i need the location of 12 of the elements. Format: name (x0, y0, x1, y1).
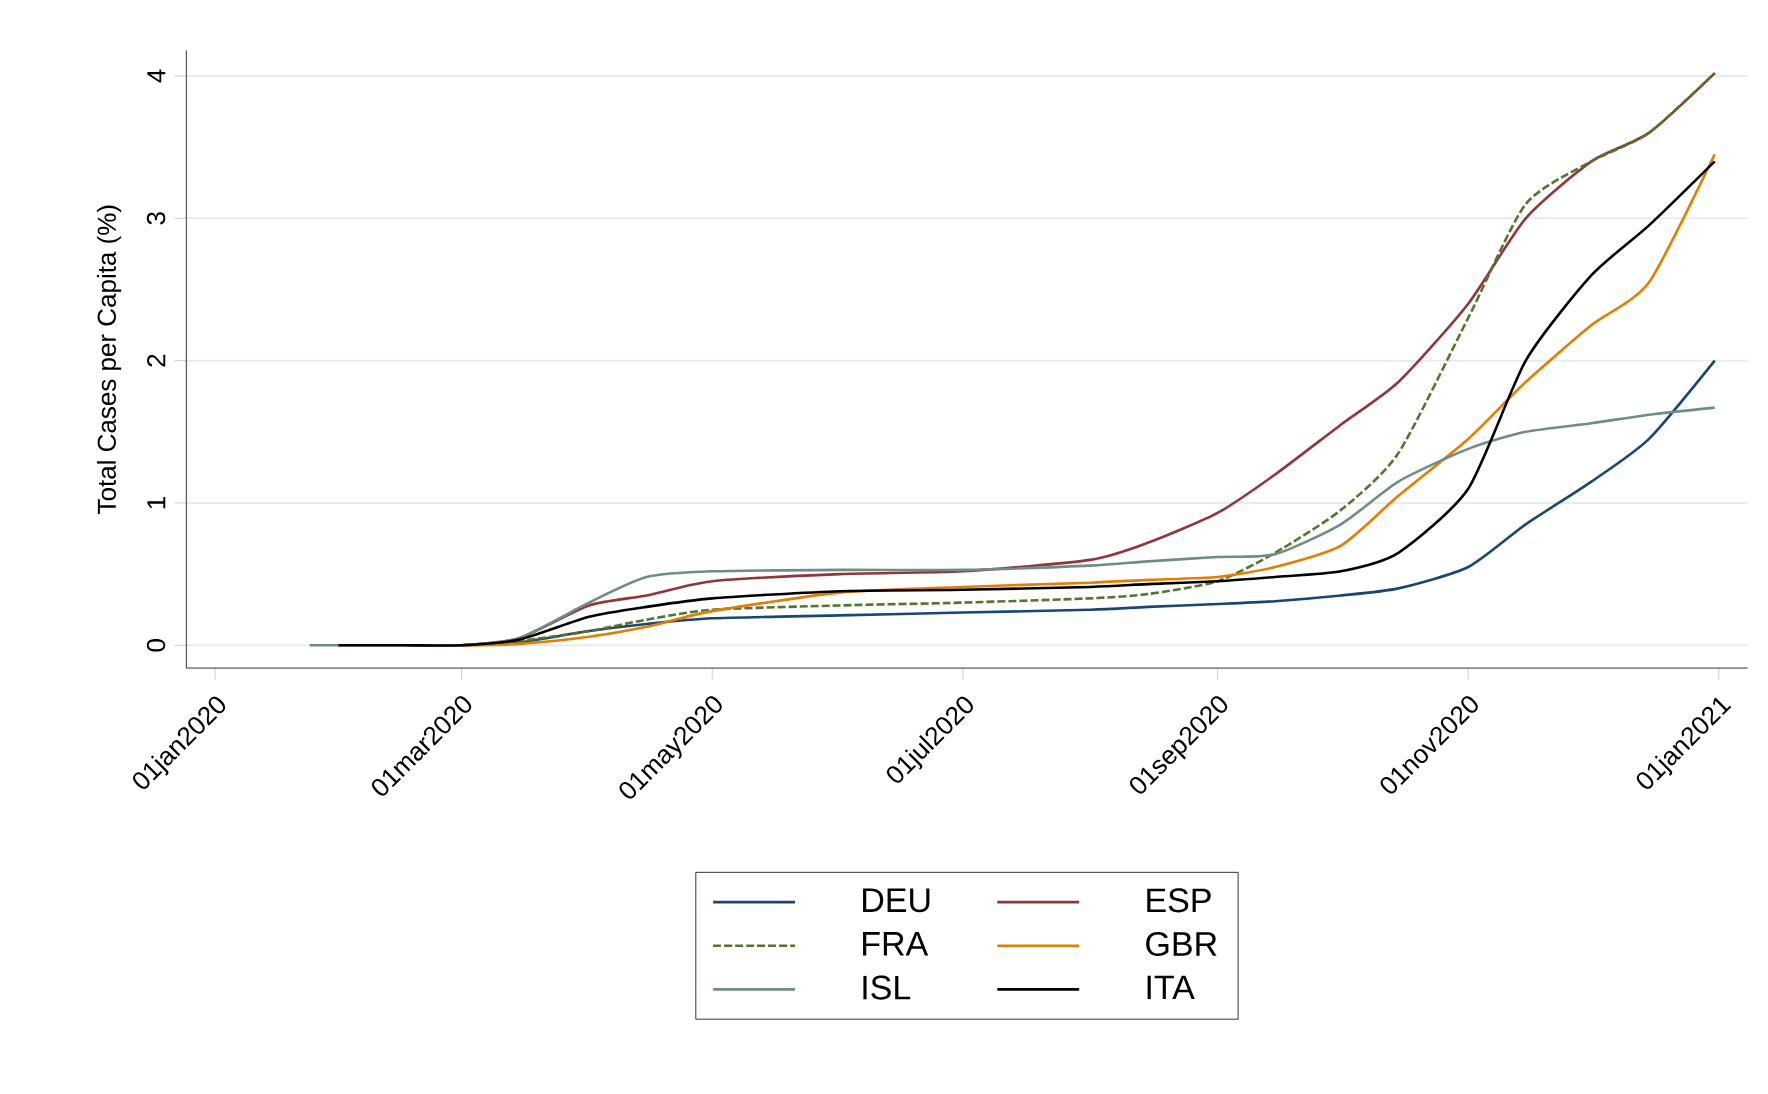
y-tick-label: 0 (146, 638, 166, 652)
legend-label: ISL (863, 975, 911, 1000)
y-tick-label: 1 (147, 496, 166, 509)
y-axis-title: Total Cases per Capita (%) (96, 205, 122, 514)
legend-label: FRA (863, 931, 929, 956)
y-tick-label: 2 (147, 354, 166, 367)
legend-label: ESP (1147, 888, 1211, 913)
legend-label: GBR (1146, 931, 1217, 956)
legend-label: ITA (1147, 975, 1195, 999)
y-tick-label: 3 (146, 212, 166, 225)
y-tick-label: 4 (147, 69, 166, 83)
legend-label: DEU (863, 888, 930, 913)
